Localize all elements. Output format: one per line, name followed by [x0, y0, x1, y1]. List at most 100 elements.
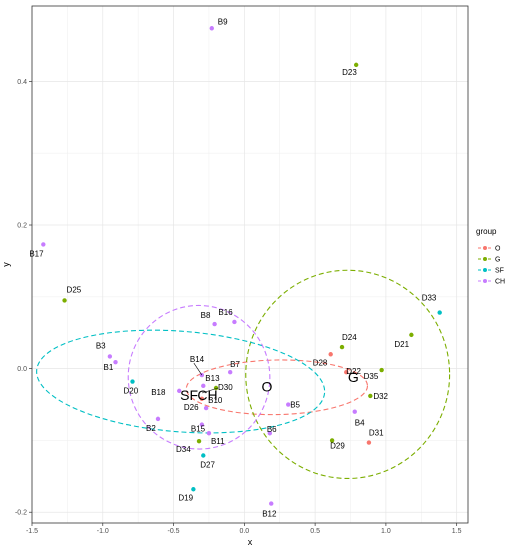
data-point: [232, 319, 237, 325]
centroid-labels: O G SF CH: [180, 369, 359, 403]
point-label: B17: [29, 249, 44, 258]
point-label: D19: [178, 493, 193, 502]
data-point: [201, 453, 206, 458]
data-point: [329, 438, 335, 443]
legend-title: group: [476, 227, 497, 236]
point-label: D24: [342, 333, 357, 342]
axes: -1.5 -1.0 -0.5 0.0 0.5 1.0 1.5 -0.2 0.0 0.2 0.4 x…: [1, 79, 462, 547]
label-leader-line: [201, 387, 219, 394]
confidence-ellipses: [36, 269, 451, 480]
data-point: [366, 440, 372, 445]
x-tick-label: -0.5: [168, 528, 180, 535]
legend-item-label: SF: [495, 268, 504, 275]
ellipse-o: [185, 359, 369, 416]
point-label: D26: [184, 403, 199, 412]
point-label: B12: [262, 510, 277, 519]
data-point: [155, 416, 161, 422]
point-label: D35: [364, 372, 379, 381]
y-axis-title: y: [1, 262, 11, 267]
data-point: [328, 352, 333, 357]
data-point: [209, 26, 214, 31]
data-point: [379, 367, 384, 373]
point-label: B1: [104, 363, 114, 372]
data-point: [177, 388, 182, 394]
x-tick-label: 0.5: [310, 528, 320, 535]
point-label: B15: [191, 425, 206, 434]
y-axis-ticks: -0.2 0.0 0.2 0.4: [15, 79, 32, 517]
legend: group OG SF CH: [476, 227, 505, 286]
ellipse-sf: [36, 329, 326, 434]
x-tick-label: -1.5: [26, 528, 38, 535]
data-point: [267, 431, 273, 436]
y-tick-label: -0.2: [15, 510, 27, 517]
point-label: D31: [369, 429, 384, 438]
point-label: D34: [176, 445, 191, 454]
point-label: D28: [313, 358, 328, 367]
point-label: B2: [146, 424, 156, 433]
data-point: [107, 354, 113, 359]
x-tick-label: -1.0: [97, 528, 109, 535]
data-point: [191, 487, 196, 492]
data-point: [269, 501, 274, 506]
point-label: D23: [342, 68, 357, 77]
major-grid: [31, 6, 468, 523]
centroid-label-ch: CH: [197, 387, 217, 403]
data-point: [352, 409, 357, 414]
point-label: B3: [96, 341, 106, 350]
data-point: [199, 396, 205, 401]
legend-item-label: O: [495, 246, 501, 253]
centroid-label-g: G: [348, 369, 359, 385]
legend-key-point: [483, 268, 487, 272]
data-points: [41, 26, 442, 506]
point-label: D30: [218, 383, 233, 392]
x-tick-label: 1.0: [381, 528, 391, 535]
data-point: [409, 332, 414, 338]
plot-panel: [31, 5, 469, 524]
legend-key-point: [483, 246, 487, 250]
data-point: [199, 422, 205, 427]
data-point: [339, 344, 345, 350]
data-point: [368, 393, 373, 399]
x-tick-label: 0.0: [239, 528, 249, 535]
legend-item-label: CH: [495, 279, 505, 286]
minor-grid: [32, 6, 468, 523]
legend-key-point: [483, 257, 487, 261]
point-label: B7: [230, 360, 240, 369]
data-point: [201, 383, 206, 389]
point-label: D33: [422, 294, 437, 303]
point-labels: B9 D23 B17 D25 D33 D21 B16 B8 D24 B3 B1 D28 B7 B14 D22…: [29, 17, 437, 518]
panel-border: [31, 5, 469, 524]
point-label: B6: [267, 425, 277, 434]
legend-key-point: [483, 279, 487, 283]
x-axis-ticks: -1.5 -1.0 -0.5 0.0 0.5 1.0 1.5: [26, 523, 462, 535]
y-tick-label: 0.2: [17, 223, 27, 230]
data-point: [130, 379, 135, 384]
data-point: [437, 310, 442, 315]
point-label: B14: [190, 355, 205, 364]
point-label: D21: [394, 340, 409, 349]
data-point: [344, 370, 349, 375]
data-point: [203, 405, 209, 411]
x-axis-title: x: [248, 537, 253, 547]
y-tick-label: 0.0: [17, 366, 27, 373]
ellipse-g: [245, 269, 451, 480]
point-label: B10: [208, 396, 223, 405]
point-label: D22: [346, 367, 361, 376]
point-label: D27: [200, 461, 215, 470]
point-label: B11: [211, 437, 225, 446]
point-label: B13: [205, 374, 220, 383]
data-point: [206, 431, 212, 436]
data-point: [227, 370, 233, 375]
data-point: [62, 298, 67, 303]
data-point: [212, 321, 217, 327]
point-label: D20: [124, 387, 139, 396]
y-tick-label: 0.4: [17, 79, 27, 86]
point-label: D29: [330, 441, 345, 450]
point-label: B18: [151, 388, 166, 397]
data-point: [113, 359, 118, 365]
point-label: B4: [355, 419, 365, 428]
point-label: D32: [373, 392, 388, 401]
data-point: [41, 242, 46, 247]
